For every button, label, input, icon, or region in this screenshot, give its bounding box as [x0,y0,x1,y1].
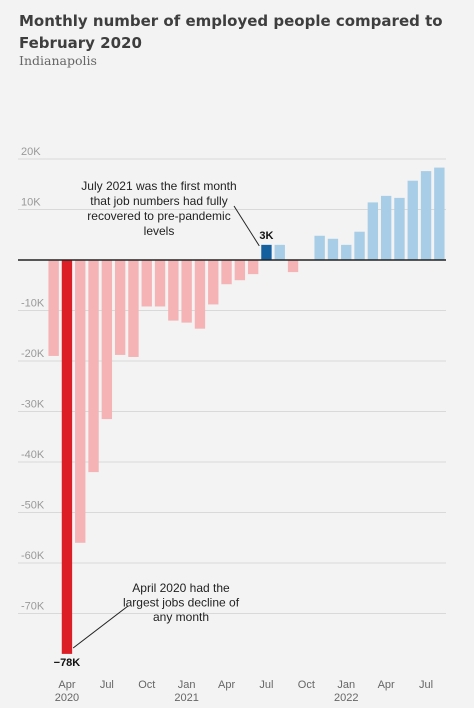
bar-mar-2021 [208,260,219,305]
annotation-leader [233,205,260,247]
y-tick-label: -40K [21,449,45,461]
bar-may-2021 [234,260,246,281]
bar-dec-2020 [168,260,179,321]
bar-jul-2021 [261,244,272,260]
bar-apr-2021 [221,260,232,285]
data-label: −78K [54,657,81,669]
y-tick-label: 20K [21,146,41,158]
y-tick-label: -10K [21,298,45,310]
x-tick-label: Jan [337,679,355,691]
bar-aug-2021 [274,244,285,260]
bar-jun-2020 [88,260,99,473]
bar-nov-2020 [154,260,166,307]
annotation-line: recovered to pre-pandemic [87,209,230,223]
bar-jan-2022 [341,244,352,260]
bar-mar-2022 [367,202,379,260]
bar-jul-2022 [420,171,432,260]
bar-mar-2020 [48,260,59,356]
chart-title: Monthly number of employed people compar… [19,12,443,52]
bar-dec-2021 [327,238,339,260]
x-tick-label: Apr [218,679,235,691]
y-tick-label: -30K [21,399,45,411]
x-tick-year: 2021 [174,692,198,704]
bar-aug-2020 [114,260,126,355]
bar-sep-2021 [287,260,299,273]
bar-sep-2020 [128,260,139,357]
x-tick-year: 2022 [334,692,358,704]
y-tick-label: -60K [21,550,45,562]
bar-oct-2020 [141,260,152,307]
bar-apr-2020 [61,260,73,654]
x-tick-label: Oct [298,679,315,691]
x-tick-label: Jan [178,679,196,691]
annotation-line: April 2020 had the [132,581,230,595]
bar-jul-2020 [101,260,113,420]
bar-may-2022 [394,197,405,260]
annotation-leader [72,605,129,649]
bar-may-2020 [75,260,86,543]
bar-feb-2021 [194,260,206,329]
x-tick-label: Oct [138,679,155,691]
bar-apr-2022 [380,195,392,260]
annotation-line: any month [153,610,209,624]
annotation-line: July 2021 was the first month [81,179,236,193]
y-tick-label: -50K [21,500,45,512]
annotation-line: levels [144,224,175,238]
data-label: 3K [259,230,273,242]
bar-jan-2021 [181,260,192,323]
x-tick-label: Apr [378,679,395,691]
x-tick-year: 2020 [55,692,79,704]
annotation-line: largest jobs decline of [123,596,240,610]
y-tick-label: 10K [21,197,41,209]
bar-feb-2022 [354,231,365,260]
x-tick-label: Jul [259,679,273,691]
bar-nov-2021 [314,235,325,260]
x-tick-label: Apr [58,679,75,691]
x-tick-label: Jul [100,679,114,691]
annotation-line: that job numbers had fully [90,194,227,208]
chart-subtitle: Indianapolis [19,53,97,68]
x-tick-label: Jul [419,679,433,691]
bar-jun-2022 [407,180,418,260]
y-tick-label: -70K [21,601,45,613]
bar-aug-2022 [434,167,445,260]
y-tick-label: -20K [21,348,45,360]
bar-jun-2021 [247,260,259,275]
